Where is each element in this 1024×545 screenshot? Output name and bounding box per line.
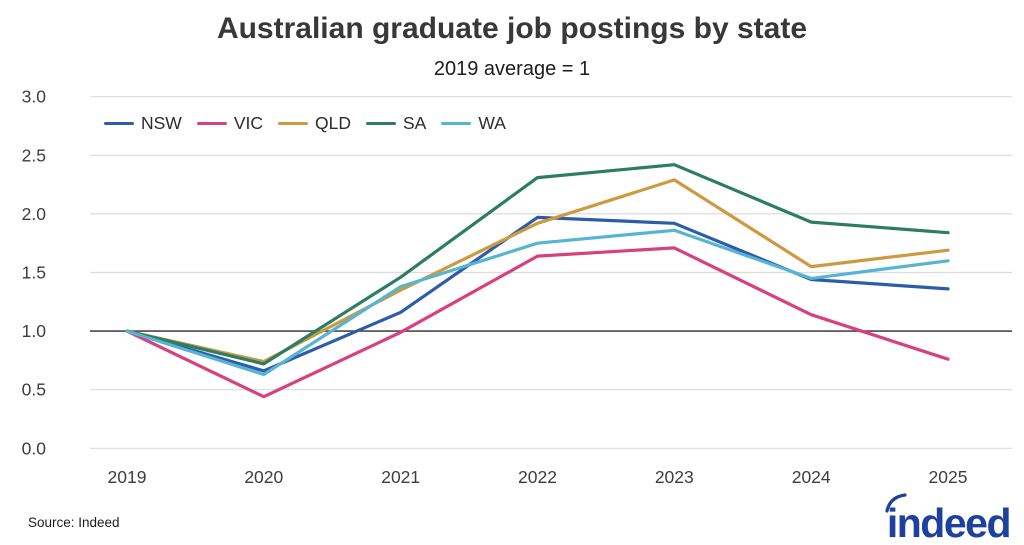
x-tick-label: 2019 [108,467,147,487]
x-tick-label: 2020 [244,467,283,487]
x-tick-label: 2025 [929,467,968,487]
chart-subtitle: 2019 average = 1 [433,58,591,80]
series-line-wa [125,228,950,377]
y-tick-label: 1.0 [22,321,47,341]
y-tick-label: 2.0 [22,204,47,224]
legend-item-wa: WA [441,113,506,134]
legend-label: WA [478,113,506,133]
y-tick-label: 0.5 [22,380,46,400]
series-line-vic [125,246,950,399]
series-line-qld [125,178,950,364]
legend-item-nsw: NSW [104,113,182,134]
legend-label: QLD [315,113,351,133]
legend-swatch-icon [104,121,134,126]
indeed-logo: indeed [885,493,1012,545]
legend-label: VIC [233,113,264,133]
y-tick-label: 1.5 [22,263,46,283]
legend-swatch-icon [441,121,472,126]
y-tick-label: 3.0 [22,87,47,107]
legend-swatch-icon [366,121,396,126]
x-tick-label: 2023 [655,467,694,487]
y-tick-label: 0.0 [22,438,47,458]
x-tick-label: 2022 [518,467,557,487]
legend-swatch-icon [196,121,227,126]
chart-title: Australian graduate job postings by stat… [216,12,808,45]
legend: NSW VIC QLD SA WA [104,113,506,134]
indeed-logo-word: indeed [886,500,1012,545]
legend-label: SA [403,113,427,133]
legend-label: NSW [141,113,182,133]
y-tick-label: 2.5 [22,145,46,165]
x-tick-label: 2021 [381,467,420,487]
source-note: Source: Indeed [28,515,120,530]
x-tick-label: 2024 [792,467,831,487]
legend-swatch-icon [278,121,309,126]
legend-item-vic: VIC [196,113,264,134]
legend-item-qld: QLD [278,113,351,134]
indeed-logo-swoosh-icon [885,493,907,513]
legend-item-sa: SA [366,113,426,134]
series-line-nsw [125,215,950,373]
series-line-sa [125,163,950,366]
